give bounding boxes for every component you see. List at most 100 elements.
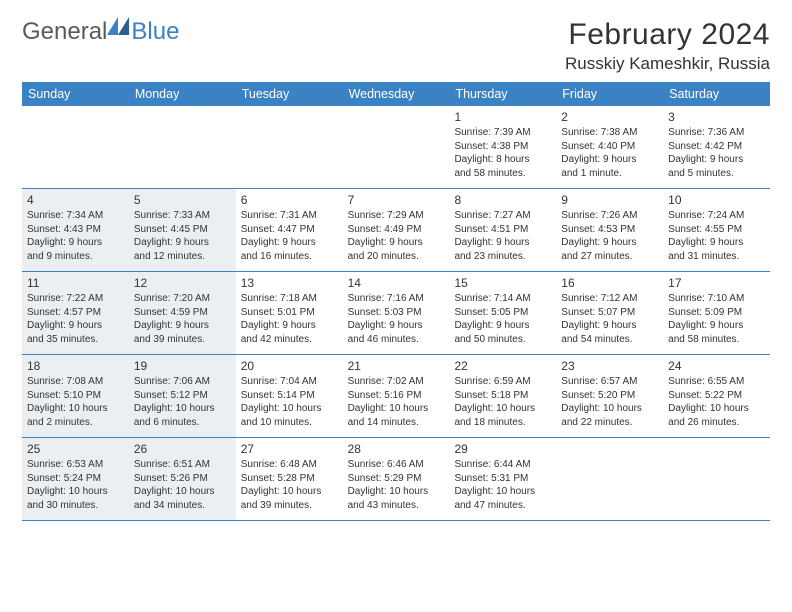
location: Russkiy Kameshkir, Russia [565, 54, 770, 74]
header: General Blue February 2024 Russkiy Kames… [22, 18, 770, 74]
day-cell: 16Sunrise: 7:12 AMSunset: 5:07 PMDayligh… [556, 272, 663, 354]
day-cell: 12Sunrise: 7:20 AMSunset: 4:59 PMDayligh… [129, 272, 236, 354]
day-cell: 7Sunrise: 7:29 AMSunset: 4:49 PMDaylight… [343, 189, 450, 271]
day-cell: 22Sunrise: 6:59 AMSunset: 5:18 PMDayligh… [449, 355, 556, 437]
day-daylight1: Daylight: 9 hours [241, 236, 338, 250]
day-header-thursday: Thursday [449, 82, 556, 106]
day-sunset: Sunset: 4:42 PM [668, 140, 765, 154]
day-daylight2: and 34 minutes. [134, 499, 231, 513]
day-sunset: Sunset: 5:20 PM [561, 389, 658, 403]
day-sunrise: Sunrise: 6:44 AM [454, 458, 551, 472]
day-sunrise: Sunrise: 7:29 AM [348, 209, 445, 223]
day-number: 24 [668, 358, 765, 374]
logo-text-general: General [22, 18, 107, 46]
day-header-row: SundayMondayTuesdayWednesdayThursdayFrid… [22, 82, 770, 106]
day-sunrise: Sunrise: 7:12 AM [561, 292, 658, 306]
logo-triangle-icon [107, 17, 129, 35]
day-cell-blank [129, 106, 236, 188]
day-header-sunday: Sunday [22, 82, 129, 106]
day-number: 12 [134, 275, 231, 291]
day-cell: 27Sunrise: 6:48 AMSunset: 5:28 PMDayligh… [236, 438, 343, 520]
day-cell-blank [663, 438, 770, 520]
logo-text-blue: Blue [131, 18, 179, 46]
day-sunset: Sunset: 5:12 PM [134, 389, 231, 403]
day-number: 17 [668, 275, 765, 291]
day-sunrise: Sunrise: 7:04 AM [241, 375, 338, 389]
day-daylight1: Daylight: 9 hours [668, 319, 765, 333]
week-row: 4Sunrise: 7:34 AMSunset: 4:43 PM Daylight… [22, 189, 770, 272]
day-number: 20 [241, 358, 338, 374]
day-sunset: Sunset: 5:03 PM [348, 306, 445, 320]
day-sunrise: Sunrise: 7:31 AM [241, 209, 338, 223]
day-daylight2: and 1 minute. [561, 167, 658, 181]
day-number: 26 [134, 441, 231, 457]
day-number: 15 [454, 275, 551, 291]
day-sunrise: Sunrise: 6:53 AM [27, 458, 124, 472]
day-sunrise: Sunrise: 7:38 AM [561, 126, 658, 140]
day-sunrise: Sunrise: 7:26 AM [561, 209, 658, 223]
day-sunrise: Sunrise: 7:33 AM [134, 209, 231, 223]
day-daylight2: and 9 minutes. [27, 250, 124, 264]
day-sunrise: Sunrise: 7:18 AM [241, 292, 338, 306]
week-row: 11Sunrise: 7:22 AMSunset: 4:57 PMDayligh… [22, 272, 770, 355]
day-number: 10 [668, 192, 765, 208]
day-daylight2: and 2 minutes. [27, 416, 124, 430]
day-cell: 24Sunrise: 6:55 AMSunset: 5:22 PMDayligh… [663, 355, 770, 437]
day-sunrise: Sunrise: 7:08 AM [27, 375, 124, 389]
day-daylight1: Daylight: 9 hours [668, 153, 765, 167]
calendar-page: General Blue February 2024 Russkiy Kames… [0, 0, 792, 531]
day-daylight2: and 54 minutes. [561, 333, 658, 347]
day-daylight2: and 5 minutes. [668, 167, 765, 181]
day-daylight1: Daylight: 9 hours [561, 153, 658, 167]
day-daylight2: and 30 minutes. [27, 499, 124, 513]
day-daylight2: and 18 minutes. [454, 416, 551, 430]
day-header-tuesday: Tuesday [236, 82, 343, 106]
day-sunrise: Sunrise: 6:55 AM [668, 375, 765, 389]
day-daylight2: and 58 minutes. [668, 333, 765, 347]
day-daylight2: and 58 minutes. [454, 167, 551, 181]
day-daylight1: Daylight: 9 hours [668, 236, 765, 250]
day-daylight2: and 27 minutes. [561, 250, 658, 264]
day-cell: 9Sunrise: 7:26 AMSunset: 4:53 PMDaylight… [556, 189, 663, 271]
day-cell: 28Sunrise: 6:46 AMSunset: 5:29 PMDayligh… [343, 438, 450, 520]
day-sunrise: Sunrise: 7:36 AM [668, 126, 765, 140]
day-sunrise: Sunrise: 7:20 AM [134, 292, 231, 306]
header-right: February 2024 Russkiy Kameshkir, Russia [565, 18, 770, 74]
day-daylight1: Daylight: 9 hours [241, 319, 338, 333]
day-cell: 26Sunrise: 6:51 AMSunset: 5:26 PMDayligh… [129, 438, 236, 520]
day-sunrise: Sunrise: 7:16 AM [348, 292, 445, 306]
day-daylight2: and 39 minutes. [134, 333, 231, 347]
day-sunset: Sunset: 4:47 PM [241, 223, 338, 237]
day-number: 27 [241, 441, 338, 457]
day-daylight2: and 10 minutes. [241, 416, 338, 430]
day-cell: 5Sunrise: 7:33 AMSunset: 4:45 PMDaylight… [129, 189, 236, 271]
day-daylight2: and 39 minutes. [241, 499, 338, 513]
day-sunrise: Sunrise: 6:46 AM [348, 458, 445, 472]
day-cell: 25Sunrise: 6:53 AMSunset: 5:24 PMDayligh… [22, 438, 129, 520]
day-sunrise: Sunrise: 7:06 AM [134, 375, 231, 389]
day-cell: 10Sunrise: 7:24 AMSunset: 4:55 PMDayligh… [663, 189, 770, 271]
day-sunset: Sunset: 4:57 PM [27, 306, 124, 320]
day-sunset: Sunset: 5:31 PM [454, 472, 551, 486]
day-number: 4 [27, 192, 124, 208]
weeks-container: 1Sunrise: 7:39 AMSunset: 4:38 PMDaylight… [22, 106, 770, 521]
day-number: 9 [561, 192, 658, 208]
day-cell: 17Sunrise: 7:10 AMSunset: 5:09 PMDayligh… [663, 272, 770, 354]
day-daylight2: and 46 minutes. [348, 333, 445, 347]
day-sunset: Sunset: 4:43 PM [27, 223, 124, 237]
day-cell: 21Sunrise: 7:02 AMSunset: 5:16 PMDayligh… [343, 355, 450, 437]
day-sunset: Sunset: 5:01 PM [241, 306, 338, 320]
day-sunset: Sunset: 4:45 PM [134, 223, 231, 237]
day-daylight1: Daylight: 10 hours [561, 402, 658, 416]
day-sunset: Sunset: 4:40 PM [561, 140, 658, 154]
day-sunset: Sunset: 5:18 PM [454, 389, 551, 403]
day-sunrise: Sunrise: 7:34 AM [27, 209, 124, 223]
day-cell: 18Sunrise: 7:08 AMSunset: 5:10 PMDayligh… [22, 355, 129, 437]
day-daylight1: Daylight: 9 hours [134, 319, 231, 333]
logo: General Blue [22, 18, 179, 46]
day-daylight2: and 14 minutes. [348, 416, 445, 430]
day-cell: 29Sunrise: 6:44 AMSunset: 5:31 PMDayligh… [449, 438, 556, 520]
day-cell-blank [343, 106, 450, 188]
day-sunrise: Sunrise: 7:24 AM [668, 209, 765, 223]
day-cell: 20Sunrise: 7:04 AMSunset: 5:14 PMDayligh… [236, 355, 343, 437]
